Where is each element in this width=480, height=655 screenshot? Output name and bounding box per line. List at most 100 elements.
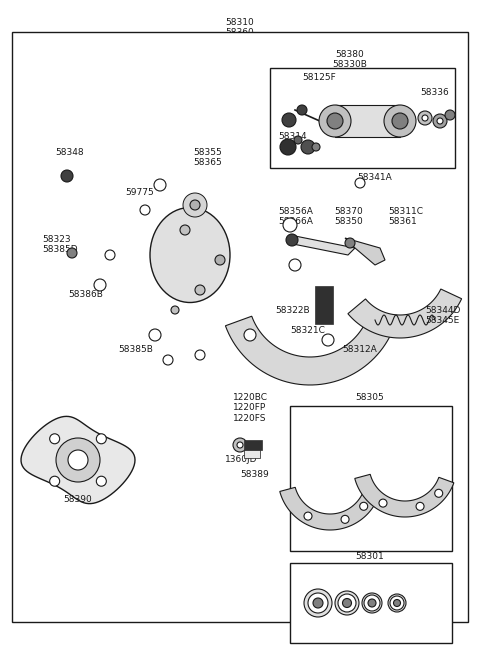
Circle shape [433,114,447,128]
Circle shape [94,279,106,291]
Circle shape [388,594,406,612]
Text: 1220BC
1220FP
1220FS: 1220BC 1220FP 1220FS [233,393,268,422]
Circle shape [322,334,334,346]
Circle shape [163,355,173,365]
Circle shape [355,178,365,188]
Ellipse shape [150,208,230,303]
Circle shape [312,143,320,151]
Text: 58125F: 58125F [302,73,336,82]
Circle shape [384,105,416,137]
Circle shape [368,599,376,607]
Circle shape [345,238,355,248]
Circle shape [313,598,323,608]
Circle shape [308,593,328,613]
Circle shape [233,438,247,452]
Text: 58301: 58301 [356,552,384,561]
Circle shape [195,285,205,295]
Circle shape [297,105,307,115]
Text: 58341A: 58341A [358,173,392,182]
Circle shape [183,193,207,217]
Circle shape [379,499,387,507]
Text: 58355
58365: 58355 58365 [193,148,222,168]
Circle shape [327,113,343,129]
Circle shape [171,306,179,314]
Circle shape [289,259,301,271]
Circle shape [335,591,359,615]
Text: 58356A
58366A: 58356A 58366A [278,207,313,227]
Text: 58321C: 58321C [290,326,325,335]
Circle shape [437,118,443,124]
Polygon shape [21,417,135,504]
Text: 58370
58350: 58370 58350 [334,207,363,227]
Polygon shape [280,487,379,530]
Circle shape [68,450,88,470]
Circle shape [195,350,205,360]
Circle shape [283,218,297,232]
Circle shape [61,170,73,182]
Circle shape [301,140,315,154]
Text: 58390: 58390 [64,495,92,504]
Circle shape [390,596,404,610]
Circle shape [362,593,382,613]
Circle shape [140,205,150,215]
Circle shape [49,434,60,444]
Circle shape [286,234,298,246]
Text: 58344D
58345E: 58344D 58345E [425,306,460,326]
Text: 58389: 58389 [240,470,269,479]
Bar [290,563,452,643]
Circle shape [282,113,296,127]
Bar [244,450,260,458]
Polygon shape [288,236,355,255]
Text: 1360JD: 1360JD [225,455,257,464]
Bar [270,68,455,168]
Circle shape [360,502,368,510]
Circle shape [304,589,332,617]
Polygon shape [345,238,385,265]
Circle shape [67,248,77,258]
Circle shape [154,179,166,191]
Text: 58322B: 58322B [275,306,310,315]
Text: 58385B: 58385B [118,345,153,354]
Circle shape [49,476,60,486]
Bar [290,406,452,551]
Circle shape [422,115,428,121]
Circle shape [105,250,115,260]
Text: 58311C
58361: 58311C 58361 [388,207,423,227]
Circle shape [445,110,455,120]
Circle shape [304,512,312,520]
Circle shape [237,442,243,448]
Circle shape [149,329,161,341]
Circle shape [319,105,351,137]
Circle shape [435,489,443,497]
Circle shape [96,476,107,486]
Circle shape [343,599,351,607]
Circle shape [394,599,400,607]
Circle shape [392,113,408,129]
Circle shape [190,200,200,210]
Text: 58380
58330B: 58380 58330B [333,50,367,69]
Bar [335,105,400,137]
Circle shape [56,438,100,482]
Circle shape [416,502,424,510]
Text: 58305: 58305 [356,393,384,402]
Circle shape [96,434,107,444]
Circle shape [180,225,190,235]
Circle shape [244,329,256,341]
Circle shape [341,515,349,523]
Text: 58386B: 58386B [68,290,103,299]
Bar [244,440,262,450]
Bar [315,286,333,324]
Text: 58314: 58314 [278,132,307,141]
Ellipse shape [60,107,320,403]
Circle shape [364,595,380,611]
Circle shape [294,136,302,144]
Text: 58312A: 58312A [342,345,377,354]
Polygon shape [355,474,454,517]
Text: 58323
58385D: 58323 58385D [42,235,78,254]
Circle shape [280,139,296,155]
Circle shape [215,255,225,265]
Polygon shape [348,289,462,338]
Circle shape [418,111,432,125]
Polygon shape [226,316,392,385]
Text: 58336: 58336 [420,88,449,97]
